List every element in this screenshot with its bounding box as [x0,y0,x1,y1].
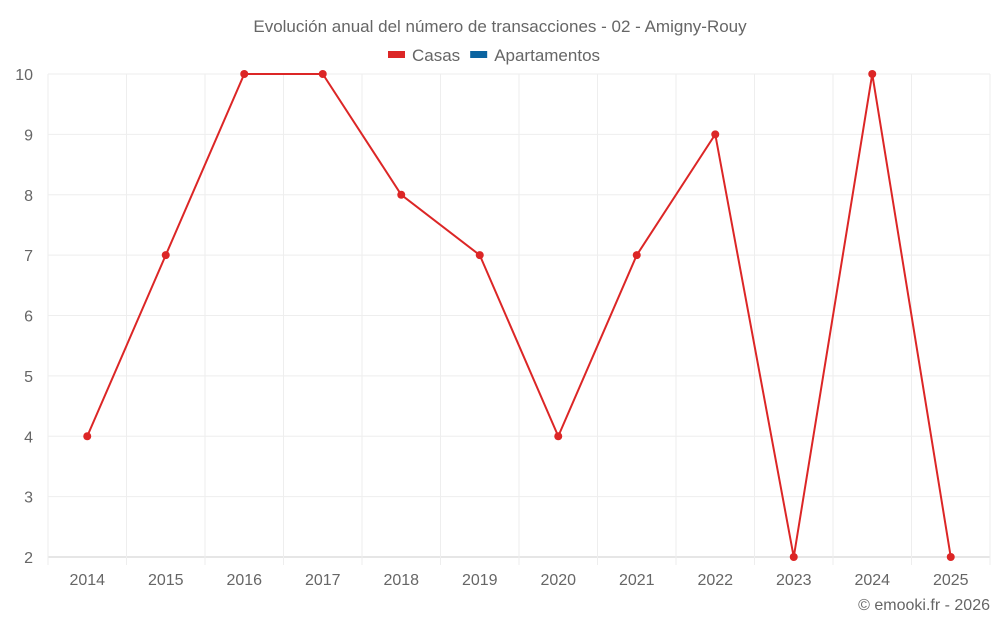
y-tick-label: 7 [24,248,33,265]
x-tick-label: 2024 [854,572,890,589]
x-tick-label: 2016 [226,572,262,589]
x-tick-label: 2014 [69,572,105,589]
x-tick-label: 2018 [383,572,419,589]
y-tick-label: 3 [24,490,33,507]
y-tick-label: 9 [24,127,33,144]
x-tick-label: 2020 [540,572,576,589]
x-tick-label: 2017 [305,572,341,589]
data-point [789,553,798,561]
data-point [632,251,641,260]
y-tick-label: 8 [24,188,33,205]
data-point [711,130,720,139]
data-point [240,70,249,78]
data-point [475,251,484,260]
data-point [397,190,406,199]
data-point [161,251,170,260]
legend-label-apartamentos: Apartamentos [494,46,600,65]
data-point [946,553,955,561]
y-tick-label: 2 [24,550,33,567]
legend: Casas Apartamentos [388,46,600,65]
legend-swatch-casas [388,51,405,58]
data-point [868,70,877,78]
chart-title: Evolución anual del número de transaccio… [253,17,747,36]
x-tick-label: 2023 [776,572,812,589]
axes: 2 3 4 5 6 7 8 9 10 2014 2015 2016 2017 2018 2019 2020 20… [15,67,968,589]
data-point [83,432,92,441]
legend-swatch-apartamentos [470,51,488,58]
y-tick-label: 10 [15,67,33,84]
y-tick-label: 4 [24,429,33,446]
x-tick-label: 2021 [619,572,655,589]
footer-credit: © emooki.fr - 2026 [858,597,990,614]
x-tick-label: 2019 [462,572,498,589]
grid [47,73,991,565]
y-tick-label: 6 [24,309,33,326]
y-tick-label: 5 [24,369,33,386]
x-tick-label: 2015 [148,572,184,589]
data-point [318,70,327,78]
x-tick-label: 2022 [697,572,733,589]
series-line-casas [86,73,952,558]
legend-label-casas: Casas [412,46,460,65]
data-point [554,432,563,441]
x-tick-label: 2025 [933,572,969,589]
series [83,70,955,561]
